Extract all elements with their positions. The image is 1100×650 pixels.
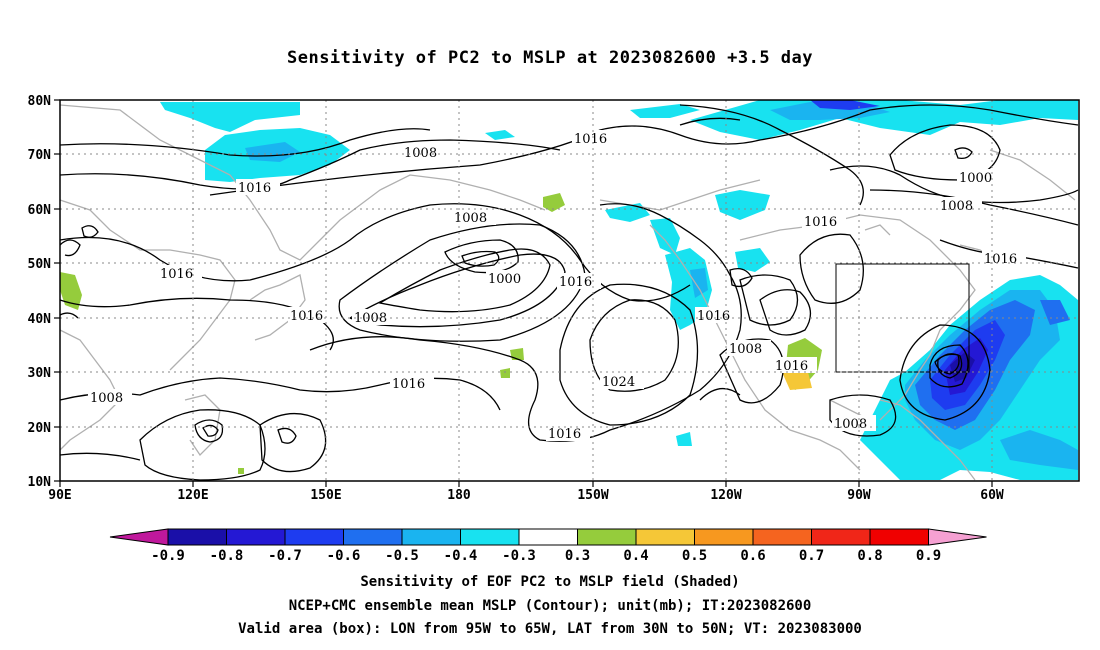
colorbar-swatch <box>167 528 227 546</box>
lat-label: 60N <box>28 203 52 218</box>
map-panel: 1008 1016 1016 1008 1000 1008 1016 1016 … <box>28 94 1080 503</box>
lat-label: 40N <box>28 312 52 327</box>
graticule <box>60 100 1079 481</box>
lon-label: 150E <box>310 488 341 503</box>
lat-label: 50N <box>28 257 52 272</box>
negative-sensitivity-shading <box>160 100 1078 480</box>
contour-label: 1008 <box>454 211 487 226</box>
contour-labels: 1008 1016 1016 1008 1000 1008 1016 1016 … <box>88 130 1026 442</box>
caption-valid-area: Valid area (box): LON from 95W to 65W, L… <box>238 621 862 637</box>
contour-label: 1024 <box>602 375 635 390</box>
colorbar-swatch <box>343 528 403 546</box>
contour-label: 1008 <box>940 199 973 214</box>
contour-label: 1008 <box>354 311 387 326</box>
colorbar-swatch <box>694 528 754 546</box>
figure-title: Sensitivity of PC2 to MSLP at 2023082600… <box>286 48 813 68</box>
contour-label: 1016 <box>697 309 730 324</box>
colorbar-tick-label: 0.8 <box>857 548 882 564</box>
colorbar-tick-label: -0.5 <box>385 548 419 564</box>
contour-label: 1016 <box>775 359 808 374</box>
colorbar-swatch <box>811 528 871 546</box>
colorbar-swatch <box>518 528 578 546</box>
contour-label: 1016 <box>238 181 271 196</box>
colorbar-tick-label: 0.7 <box>799 548 824 564</box>
colorbar-arrow-high <box>928 528 987 546</box>
colorbar-swatch <box>752 528 812 546</box>
colorbar-tick-label: -0.4 <box>444 548 478 564</box>
colorbar-swatch <box>869 528 929 546</box>
contour-label: 1016 <box>392 377 425 392</box>
contour-label: 1008 <box>834 417 867 432</box>
lon-label: 150W <box>577 488 608 503</box>
colorbar-swatch <box>401 528 461 546</box>
colorbar-tick-label: -0.7 <box>268 548 302 564</box>
contour-label: 1016 <box>160 267 193 282</box>
lat-label: 80N <box>28 94 52 109</box>
colorbar-swatch <box>577 528 637 546</box>
axis-ticks <box>54 99 993 487</box>
contour-label: 1000 <box>959 171 992 186</box>
lon-label: 90W <box>847 488 871 503</box>
contour-label: 1016 <box>804 215 837 230</box>
contour-label: 1016 <box>290 309 323 324</box>
contour-label: 1008 <box>90 391 123 406</box>
longitude-labels: 90E 120E 150E 180 150W 120W 90W 60W <box>48 488 1004 503</box>
latitude-labels: 80N 70N 60N 50N 40N 30N 20N 10N <box>28 94 52 490</box>
colorbar-swatch <box>635 528 695 546</box>
colorbar-tick-label: 0.5 <box>682 548 707 564</box>
contour-label: 1000 <box>488 272 521 287</box>
lat-label: 20N <box>28 421 52 436</box>
colorbar-tick-label: -0.9 <box>151 548 185 564</box>
map-frame <box>59 99 1080 482</box>
positive-sensitivity-shading <box>60 193 822 474</box>
lat-label: 10N <box>28 475 52 490</box>
colorbar-tick-label: 0.6 <box>740 548 765 564</box>
lon-label: 90E <box>48 488 71 503</box>
colorbar-tick-label: 0.9 <box>916 548 941 564</box>
colorbar-tick-label: -0.8 <box>210 548 244 564</box>
lon-label: 180 <box>447 488 471 503</box>
lat-label: 30N <box>28 366 52 381</box>
lat-label: 70N <box>28 148 52 163</box>
caption-contour: NCEP+CMC ensemble mean MSLP (Contour); u… <box>288 598 812 614</box>
colorbar-tick-label: -0.3 <box>502 548 536 564</box>
contour-label: 1016 <box>548 427 581 442</box>
colorbar-swatch <box>284 528 344 546</box>
contour-label: 1008 <box>729 342 762 357</box>
colorbar-arrow-low <box>109 528 169 546</box>
colorbar-tick-label: 0.3 <box>565 548 590 564</box>
colorbar-tick-label: 0.4 <box>623 548 648 564</box>
lon-label: 60W <box>980 488 1004 503</box>
contour-label: 1016 <box>559 275 592 290</box>
contour-label: 1016 <box>574 132 607 147</box>
colorbar-swatch <box>460 528 520 546</box>
contour-label: 1016 <box>984 252 1017 267</box>
caption-shading: Sensitivity of EOF PC2 to MSLP field (Sh… <box>360 574 740 590</box>
colorbar-tick-label: -0.6 <box>327 548 361 564</box>
lon-label: 120E <box>177 488 208 503</box>
lon-label: 120W <box>710 488 741 503</box>
mslp-contours <box>59 104 1079 481</box>
colorbar: -0.9 -0.8 -0.7 -0.6 -0.5 -0.4 -0.3 0.3 0.4 0.5 0.6… <box>109 528 987 564</box>
colorbar-swatch <box>226 528 286 546</box>
